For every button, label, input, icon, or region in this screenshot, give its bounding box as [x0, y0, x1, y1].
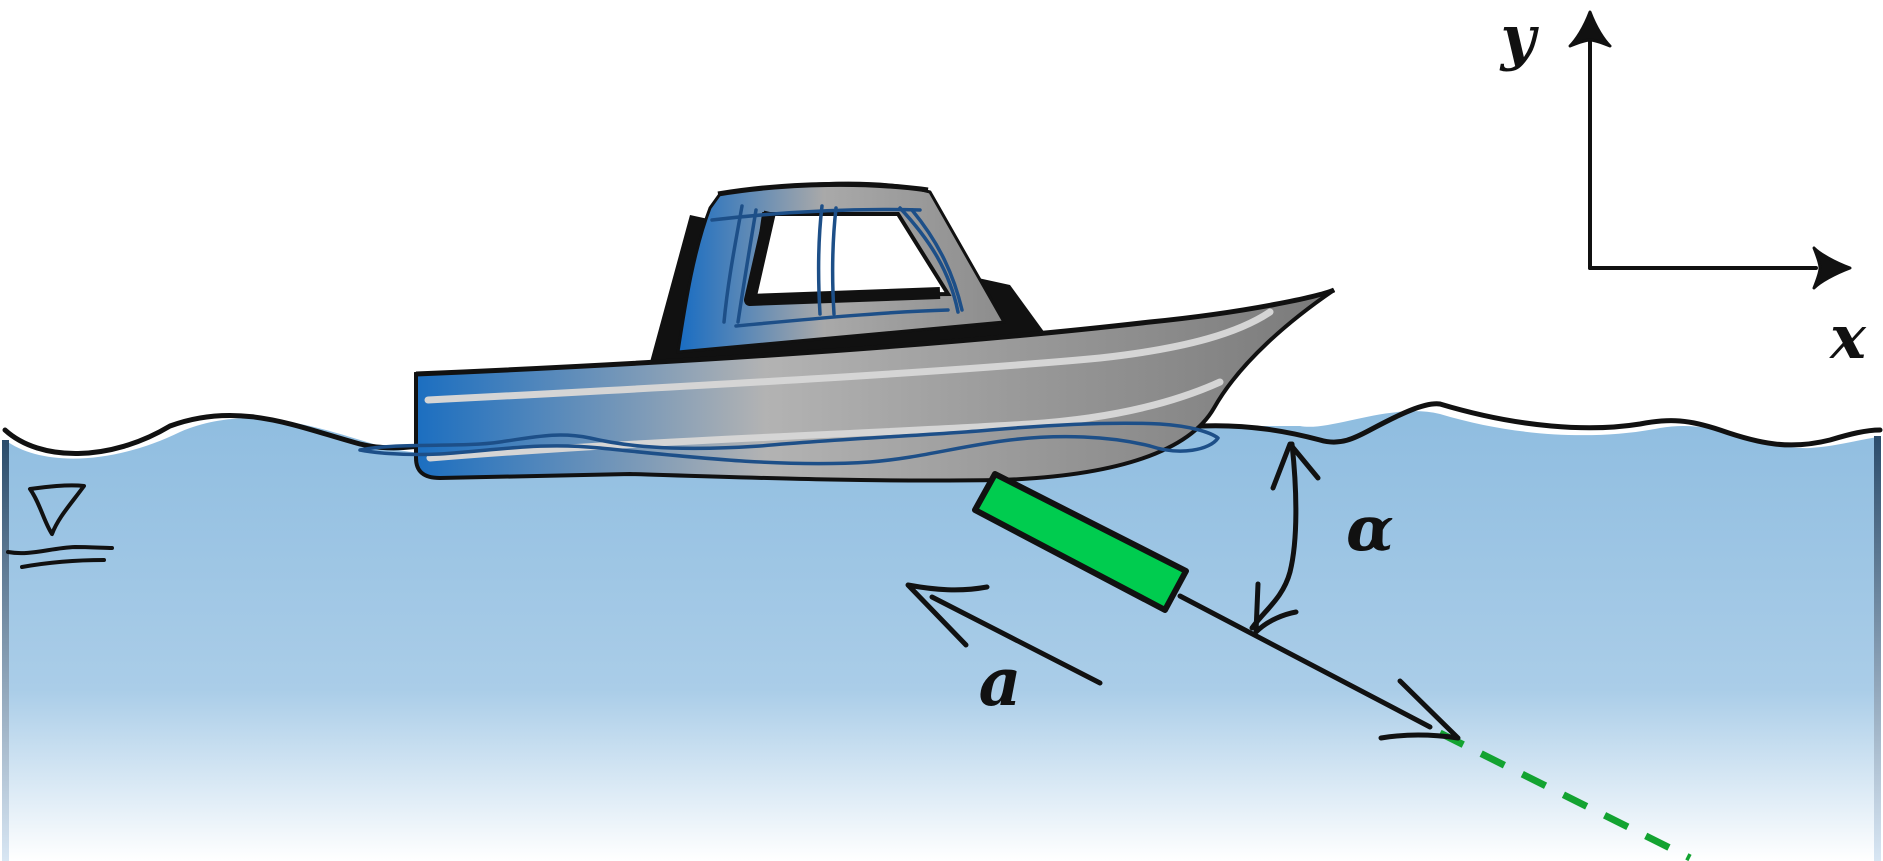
tether-arrowhead: [1378, 678, 1461, 741]
water-surface-triangle-icon: [6, 483, 114, 569]
y-axis-arrowhead: [1568, 10, 1612, 48]
trajectory-dashed-line: [1438, 729, 1692, 861]
water-left-edge: [2, 440, 9, 861]
angle-alpha-arc: [1249, 441, 1321, 635]
acceleration-label: a: [979, 643, 1022, 721]
water-body: [5, 411, 1880, 861]
acceleration-arrow: [905, 582, 1103, 686]
coordinate-axes: [1588, 38, 1818, 270]
x-axis-arrowhead: [1812, 246, 1852, 290]
y-axis-label: y: [1499, 3, 1540, 73]
tether-line: [1177, 593, 1433, 730]
water-right-edge: [1874, 436, 1881, 861]
green-float: [972, 471, 1189, 613]
water-surface-line: [2, 401, 1883, 456]
x-axis-label: x: [1828, 303, 1867, 373]
motor-boat-icon: [358, 181, 1336, 483]
angle-alpha-label: α: [1346, 492, 1394, 565]
